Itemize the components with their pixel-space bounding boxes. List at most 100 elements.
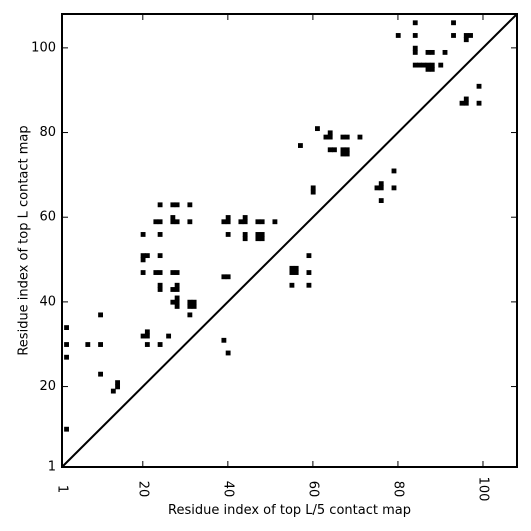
contact-cell-upper (310, 189, 316, 195)
contact-cell-lower (115, 384, 121, 390)
contact-cell-upper (170, 287, 176, 292)
contact-cell-upper (327, 130, 333, 136)
x-tick-label: 100 (475, 477, 490, 502)
contact-cell-upper (255, 219, 261, 225)
contact-cell-upper (468, 33, 473, 38)
contact-cell-upper (174, 295, 180, 301)
contact-cell-upper (238, 219, 244, 225)
contact-cell-upper (395, 33, 401, 38)
contact-cell-upper (391, 185, 397, 191)
contact-cell-upper (412, 20, 418, 26)
contact-cell-upper (374, 185, 380, 191)
contact-cell-upper (289, 265, 295, 271)
x-tick-label: 1 (55, 485, 70, 493)
contact-cell-upper (357, 134, 363, 140)
contact-cell-lower (64, 325, 69, 331)
contact-cell-upper (289, 270, 295, 275)
contact-cell-upper (425, 66, 431, 72)
contact-cell-upper (306, 253, 312, 259)
contact-cell-upper (157, 202, 163, 208)
contact-cell-upper (225, 274, 231, 280)
contact-cell-lower (225, 350, 231, 356)
contact-cell-upper (170, 299, 176, 305)
contact-cell-lower (191, 299, 197, 305)
contact-cell-upper (259, 219, 265, 225)
contact-cell-upper (310, 185, 316, 191)
y-tick-label: 1 (48, 460, 56, 475)
contact-cell-upper (170, 202, 176, 208)
contact-cell-upper (332, 147, 337, 153)
contact-cell-lower (110, 388, 116, 394)
contact-cell-upper (174, 282, 180, 288)
contact-cell-upper (225, 219, 231, 225)
x-tick-label: 80 (390, 481, 405, 498)
contact-cell-upper (442, 49, 448, 55)
contact-cell-upper (429, 66, 435, 72)
contact-cell-upper (476, 100, 482, 106)
y-tick-label: 20 (39, 379, 56, 394)
contact-cell-upper (242, 236, 248, 242)
contact-cell-upper (187, 219, 193, 225)
contact-cell-upper (157, 282, 163, 288)
contact-cell-upper (463, 37, 469, 43)
contact-cell-upper (412, 62, 418, 68)
contact-cell-lower (187, 299, 193, 305)
contact-cell-upper (340, 147, 346, 153)
contact-cell-upper (306, 270, 312, 275)
contact-cell-upper (323, 134, 329, 140)
contact-cell-upper (174, 202, 180, 208)
contact-cell-upper (378, 185, 384, 191)
contact-cell-upper (344, 134, 350, 140)
contact-cell-lower (98, 342, 103, 347)
contact-cell-lower (140, 333, 146, 339)
contact-cell-upper (340, 151, 346, 157)
contact-cell-upper (157, 219, 163, 225)
contact-cell-upper (340, 134, 346, 140)
contact-cell-upper (463, 100, 469, 106)
y-tick-label: 40 (39, 294, 56, 309)
contact-cell-upper (187, 202, 193, 208)
contact-cell-upper (259, 236, 265, 242)
contact-cell-upper (259, 232, 265, 237)
contact-cell-lower (64, 354, 69, 360)
contact-cell-upper (255, 236, 261, 242)
contact-cell-upper (170, 270, 176, 275)
contact-cell-upper (174, 270, 180, 275)
contact-cell-upper (140, 270, 146, 275)
contact-cell-upper (170, 215, 176, 220)
contact-cell-lower (144, 342, 150, 347)
contact-cell-upper (221, 219, 227, 225)
contact-cell-upper (412, 45, 418, 51)
contact-cell-upper (174, 299, 180, 305)
x-tick-label: 60 (305, 481, 320, 498)
contact-cell-lower (98, 371, 103, 377)
contact-cell-upper (344, 151, 350, 157)
contact-cell-upper (417, 62, 422, 68)
contact-cell-upper (451, 33, 456, 38)
y-tick-label: 60 (39, 210, 56, 225)
contact-cell-lower (144, 329, 150, 335)
contact-cell-upper (344, 147, 350, 153)
contact-cell-lower (191, 304, 197, 309)
contact-cell-upper (425, 49, 431, 55)
contact-cell-lower (166, 333, 172, 339)
contact-cell-upper (242, 232, 248, 237)
contact-cell-upper (272, 219, 278, 225)
contact-cell-upper (157, 287, 163, 292)
contact-cell-upper (242, 215, 248, 220)
contact-cell-upper (140, 253, 146, 259)
contact-cell-upper (170, 219, 176, 225)
contact-cell-upper (476, 83, 482, 89)
contact-cell-lower (187, 304, 193, 309)
contact-cell-upper (293, 265, 299, 271)
contact-cell-upper (174, 287, 180, 292)
contact-cell-upper (438, 62, 444, 68)
y-tick-label: 80 (39, 125, 56, 140)
y-tick-label: 100 (31, 40, 56, 55)
contact-cell-upper (298, 143, 303, 148)
contact-cell-lower (98, 312, 103, 318)
contact-cell-upper (157, 270, 163, 275)
contact-cell-lower (64, 342, 69, 347)
